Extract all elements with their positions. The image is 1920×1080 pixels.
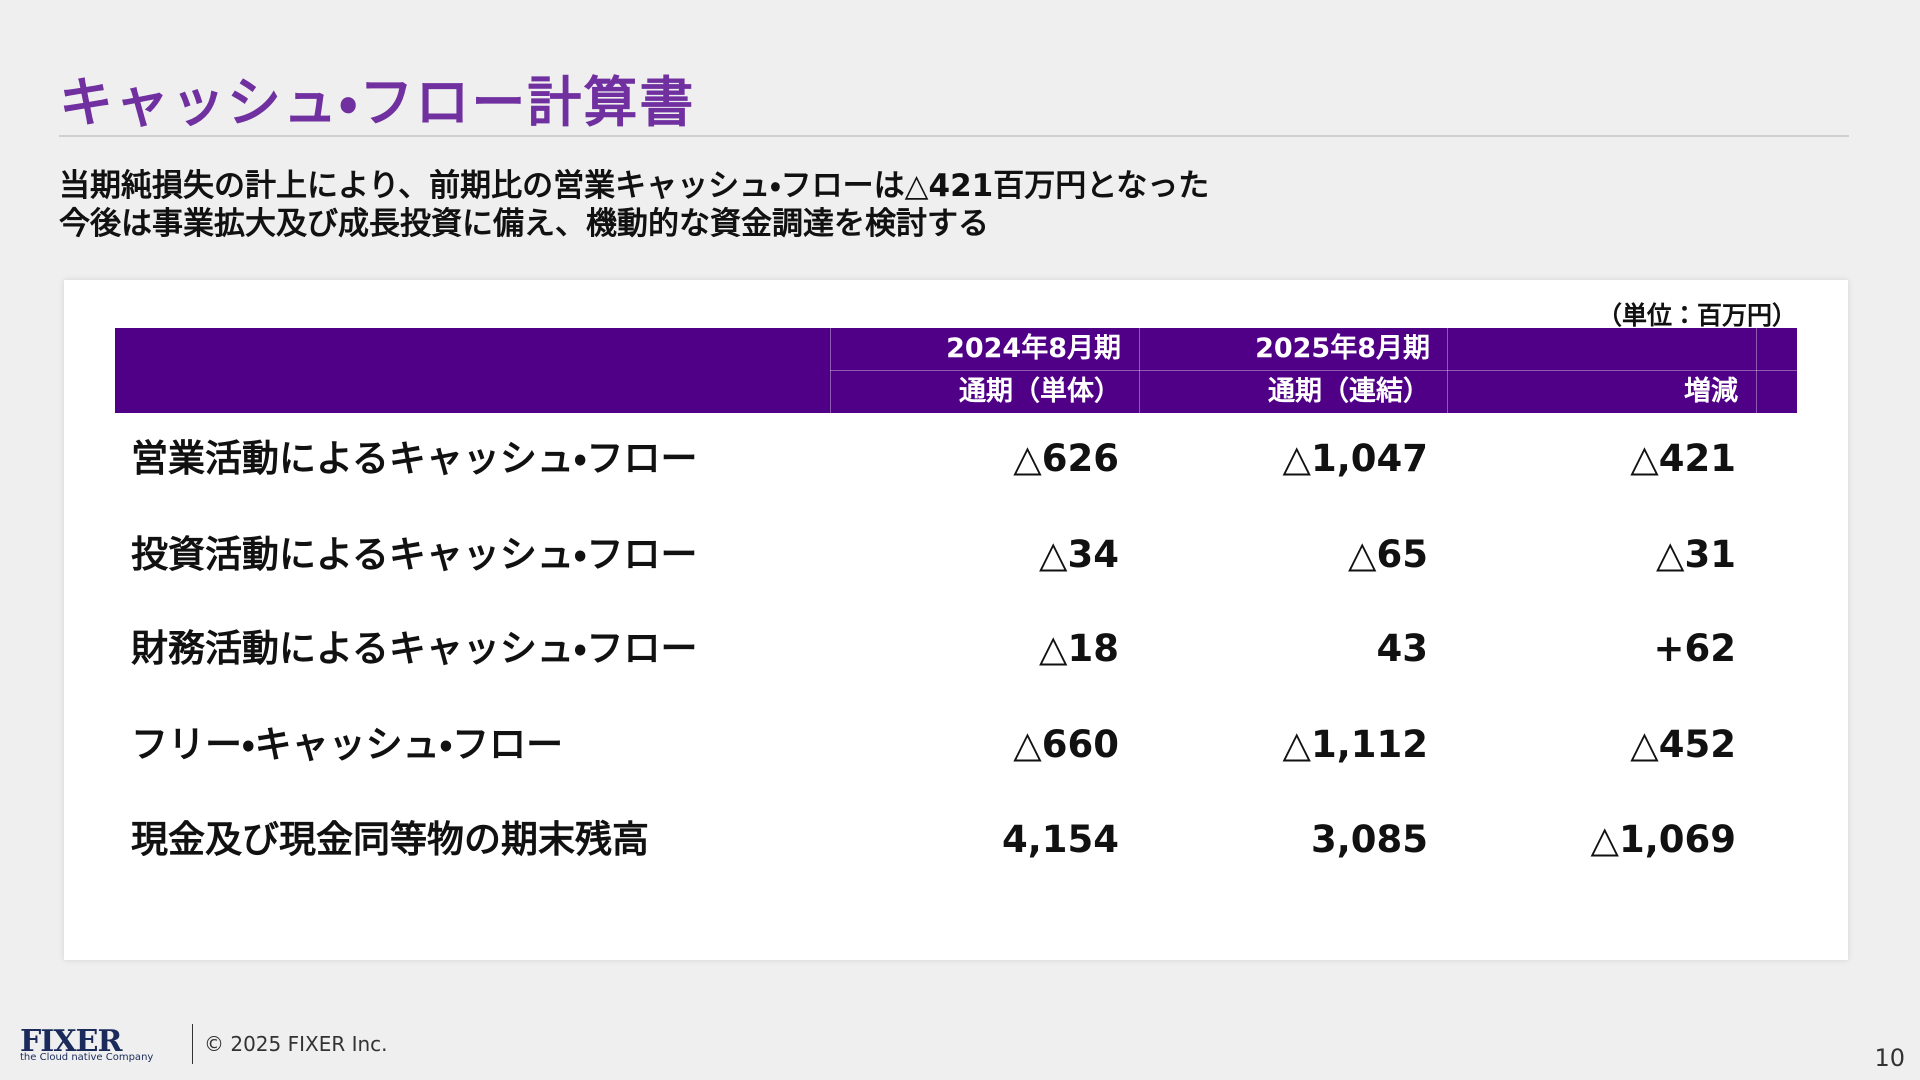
unit-note: （単位：百万円） [1596,301,1797,330]
row-label: 投資活動によるキャッシュ・フロー [131,533,698,576]
title-rule [59,135,1849,137]
column-header: 2025年8月期 [1255,333,1430,364]
table-value: +62 [1653,627,1737,670]
copyright: © 2025 FIXER Inc. [204,1032,388,1056]
page-number: 10 [1874,1044,1905,1072]
header-divider [830,370,1797,371]
table-value: △18 [1039,627,1119,670]
summary-line: 当期純損失の計上により、前期比の営業キャッシュ・フローは△421百万円となった [59,168,1210,204]
logo-tagline: the Cloud native Company [20,1052,154,1063]
header-column-divider [1139,328,1140,413]
table-value: △660 [1013,723,1119,766]
table-value: △34 [1039,533,1119,576]
table-value: △31 [1656,533,1736,576]
slide-title: キャッシュ・フロー計算書 [59,71,696,134]
row-label: 現金及び現金同等物の期末残高 [131,818,649,861]
table-value: △421 [1630,437,1736,480]
column-header: 2024年8月期 [946,333,1121,364]
footer-divider [192,1024,193,1064]
table-value: △626 [1013,437,1119,480]
table-value: 3,085 [1310,818,1428,861]
row-label: フリー・キャッシュ・フロー [131,723,564,766]
summary-line: 今後は事業拡大及び成長投資に備え、機動的な資金調達を検討する [59,206,989,242]
column-header: 通期（単体） [959,376,1121,407]
table-value: 4,154 [1001,818,1119,861]
row-label: 財務活動によるキャッシュ・フロー [131,627,698,670]
table-header: 2024年8月期通期（単体） 2025年8月期通期（連結） 増減 [115,328,1797,413]
header-column-divider [1756,328,1757,413]
header-column-divider [1447,328,1448,413]
table-value: △1,112 [1282,723,1429,766]
table-value: 43 [1376,627,1429,670]
header-column-divider [830,328,831,413]
column-header: 増減 [1684,376,1738,407]
row-label: 営業活動によるキャッシュ・フロー [131,437,698,480]
table-value: △452 [1630,723,1736,766]
column-header: 通期（連結） [1268,376,1430,407]
table-value: △1,047 [1282,437,1429,480]
table-value: △1,069 [1590,818,1737,861]
logo: FIXER [20,1024,122,1059]
table-value: △65 [1348,533,1428,576]
